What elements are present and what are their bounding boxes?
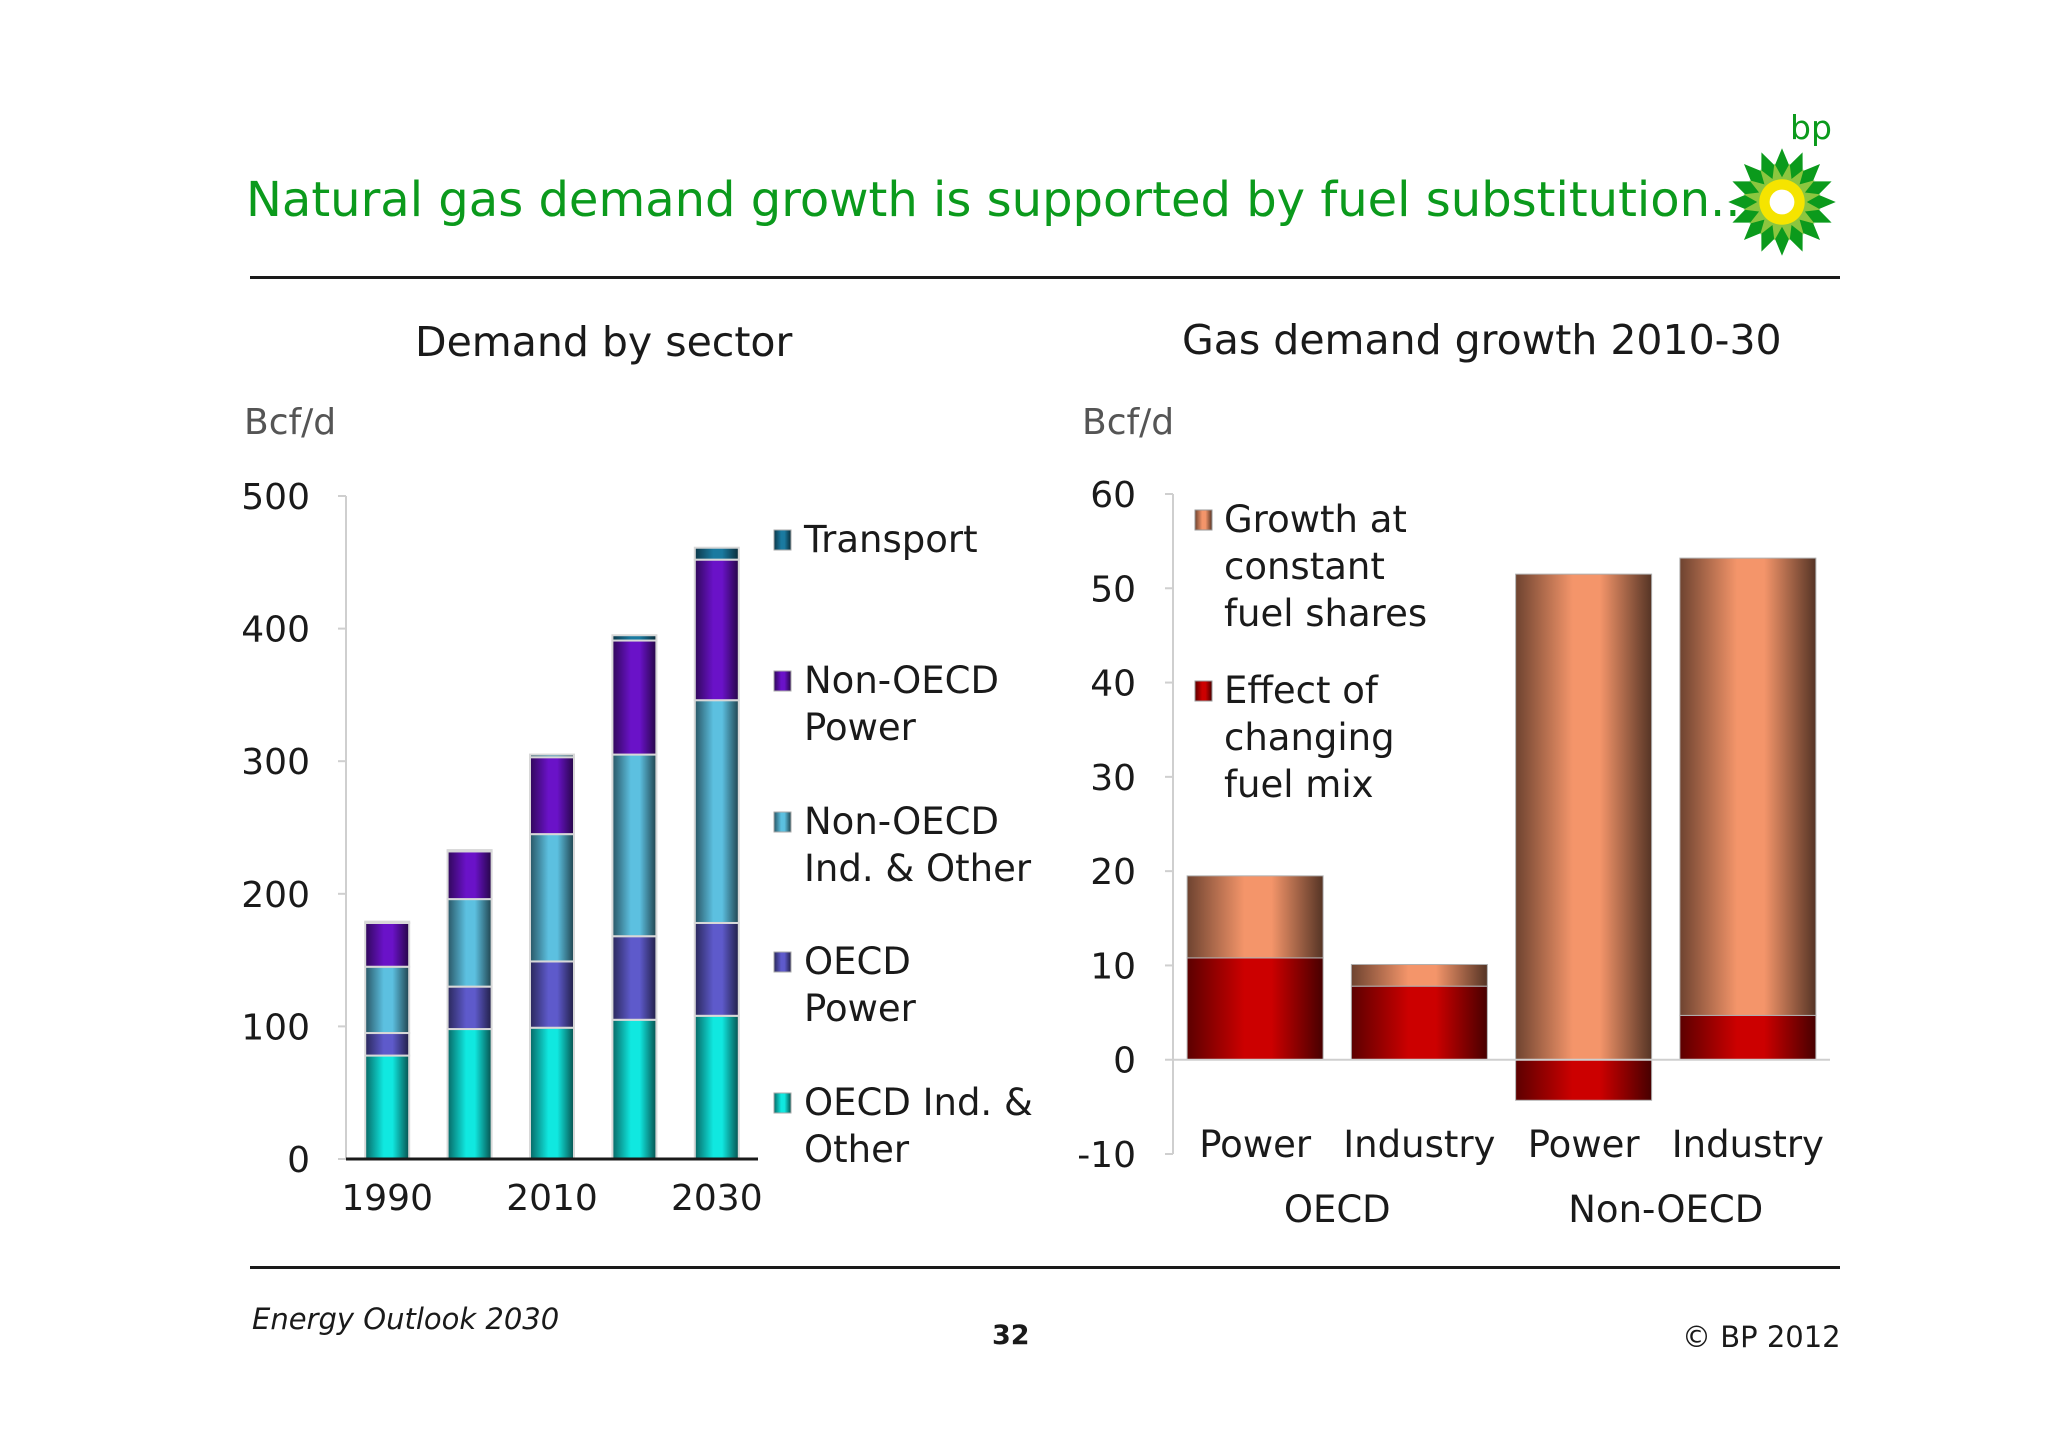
group-label-oecd: OECD [1284,1188,1391,1231]
bar-growth-at-constant-fuel-shares-2 [1515,573,1653,1061]
y-tick-label: 100 [241,1007,310,1048]
bar-non-oecd-ind-other-1990 [364,965,411,1035]
bar-oecd-power-2030 [693,921,740,1017]
bar-oecd-ind-other-2010 [529,1026,575,1160]
y-tick-label: 40 [1090,664,1136,705]
bar-non-oecd-power-1990 [364,921,411,968]
bar-oecd-ind-other-2020 [611,1018,658,1161]
x-tick-label: 2010 [506,1178,598,1219]
y-tick-label: 20 [1090,852,1136,893]
x-category-label: Industry [1343,1123,1495,1166]
left-chart-unit: Bcf/d [244,402,337,443]
right-chart-unit: Bcf/d [1082,402,1175,443]
legend-swatch-oecd-ind-other [773,1092,792,1114]
left-chart-title: Demand by sector [415,318,793,366]
footer-publication: Energy Outlook 2030 [252,1302,560,1336]
x-tick-label: 2030 [671,1178,763,1219]
bar-transport-1990 [364,920,411,924]
bar-non-oecd-ind-other-2020 [611,753,658,938]
legend-label-oecd-ind-other: OECD Ind. & Other [804,1081,1033,1171]
bar-growth-at-constant-fuel-shares-3 [1679,557,1817,1016]
bar-growth-at-constant-fuel-shares-0 [1186,875,1324,959]
legend-swatch-growth-at-constant-fuel-shares [1194,509,1213,531]
page-number: 32 [992,1320,1030,1351]
y-tick-label: 60 [1090,475,1136,516]
legend-label-effect-of-changing-fuel-mix: Effect of changing fuel mix [1224,669,1395,806]
legend-swatch-transport [773,529,792,551]
bar-effect-of-changing-fuel-mix-0 [1186,957,1324,1061]
y-tick-label: 300 [241,742,310,783]
legend-label-growth-at-constant-fuel-shares: Growth at constant fuel shares [1224,498,1427,635]
bar-non-oecd-power-2030 [693,558,740,702]
bar-transport-2000 [446,849,493,853]
bar-non-oecd-ind-other-2010 [529,833,575,963]
bar-non-oecd-power-2000 [446,850,493,901]
y-tick-label: 30 [1090,758,1136,799]
legend-label-transport: Transport [803,518,978,561]
y-tick-label: 0 [1113,1041,1136,1082]
legend-label-non-oecd-power: Non-OECD Power [804,659,999,749]
legend-label-oecd-power: OECD Power [804,940,917,1030]
bar-oecd-ind-other-2000 [446,1028,493,1160]
bar-oecd-power-2020 [611,935,658,1021]
legend-swatch-non-oecd-power [773,670,792,692]
x-category-label: Power [1528,1123,1641,1166]
y-tick-label: 200 [241,875,310,916]
bar-oecd-ind-other-2030 [693,1014,740,1160]
y-tick-label: 500 [241,477,310,518]
bar-non-oecd-power-2010 [529,756,575,836]
bar-oecd-ind-other-1990 [364,1054,411,1161]
bar-oecd-power-2010 [529,960,575,1029]
group-label-non-oecd: Non-OECD [1568,1188,1763,1231]
bar-transport-2010 [529,753,575,759]
bar-effect-of-changing-fuel-mix-2 [1515,1059,1653,1101]
y-tick-label: 400 [241,610,310,651]
footer-divider [250,1266,1840,1269]
copyright: © BP 2012 [1682,1320,1841,1354]
x-category-label: Power [1199,1123,1312,1166]
bar-oecd-power-2000 [446,985,493,1031]
x-tick-label: 1990 [341,1178,433,1219]
bar-transport-2020 [611,634,658,642]
right-chart-title: Gas demand growth 2010-30 [1182,316,1782,364]
bar-effect-of-changing-fuel-mix-3 [1679,1014,1817,1061]
legend-swatch-effect-of-changing-fuel-mix [1194,680,1213,702]
bp-helios-logo-icon [1728,148,1836,256]
legend-label-non-oecd-ind-other: Non-OECD Ind. & Other [804,800,1032,890]
x-category-label: Industry [1672,1123,1824,1166]
legend-swatch-oecd-power [773,951,792,973]
bar-growth-at-constant-fuel-shares-1 [1350,963,1488,987]
bar-effect-of-changing-fuel-mix-1 [1350,985,1488,1061]
y-tick-label: 0 [287,1140,310,1181]
y-tick-label: 10 [1090,946,1136,987]
slide-title: Natural gas demand growth is supported b… [246,172,1756,228]
y-tick-label: 50 [1090,569,1136,610]
header-divider [250,276,1840,279]
bar-non-oecd-power-2020 [611,639,658,756]
gas-demand-growth-chart: -10 0 10 20 30 40 50 60 Power Industry Power Indust… [1077,475,1830,1231]
bar-non-oecd-ind-other-2000 [446,898,493,988]
y-tick-label: -10 [1077,1135,1136,1176]
demand-by-sector-chart: 0 100 200 300 400 500 1990 2010 2030 Transport Non… [241,477,1033,1219]
bp-wordmark: bp [1790,108,1832,147]
legend-swatch-non-oecd-ind-other [773,811,792,833]
bar-transport-2030 [693,546,740,561]
